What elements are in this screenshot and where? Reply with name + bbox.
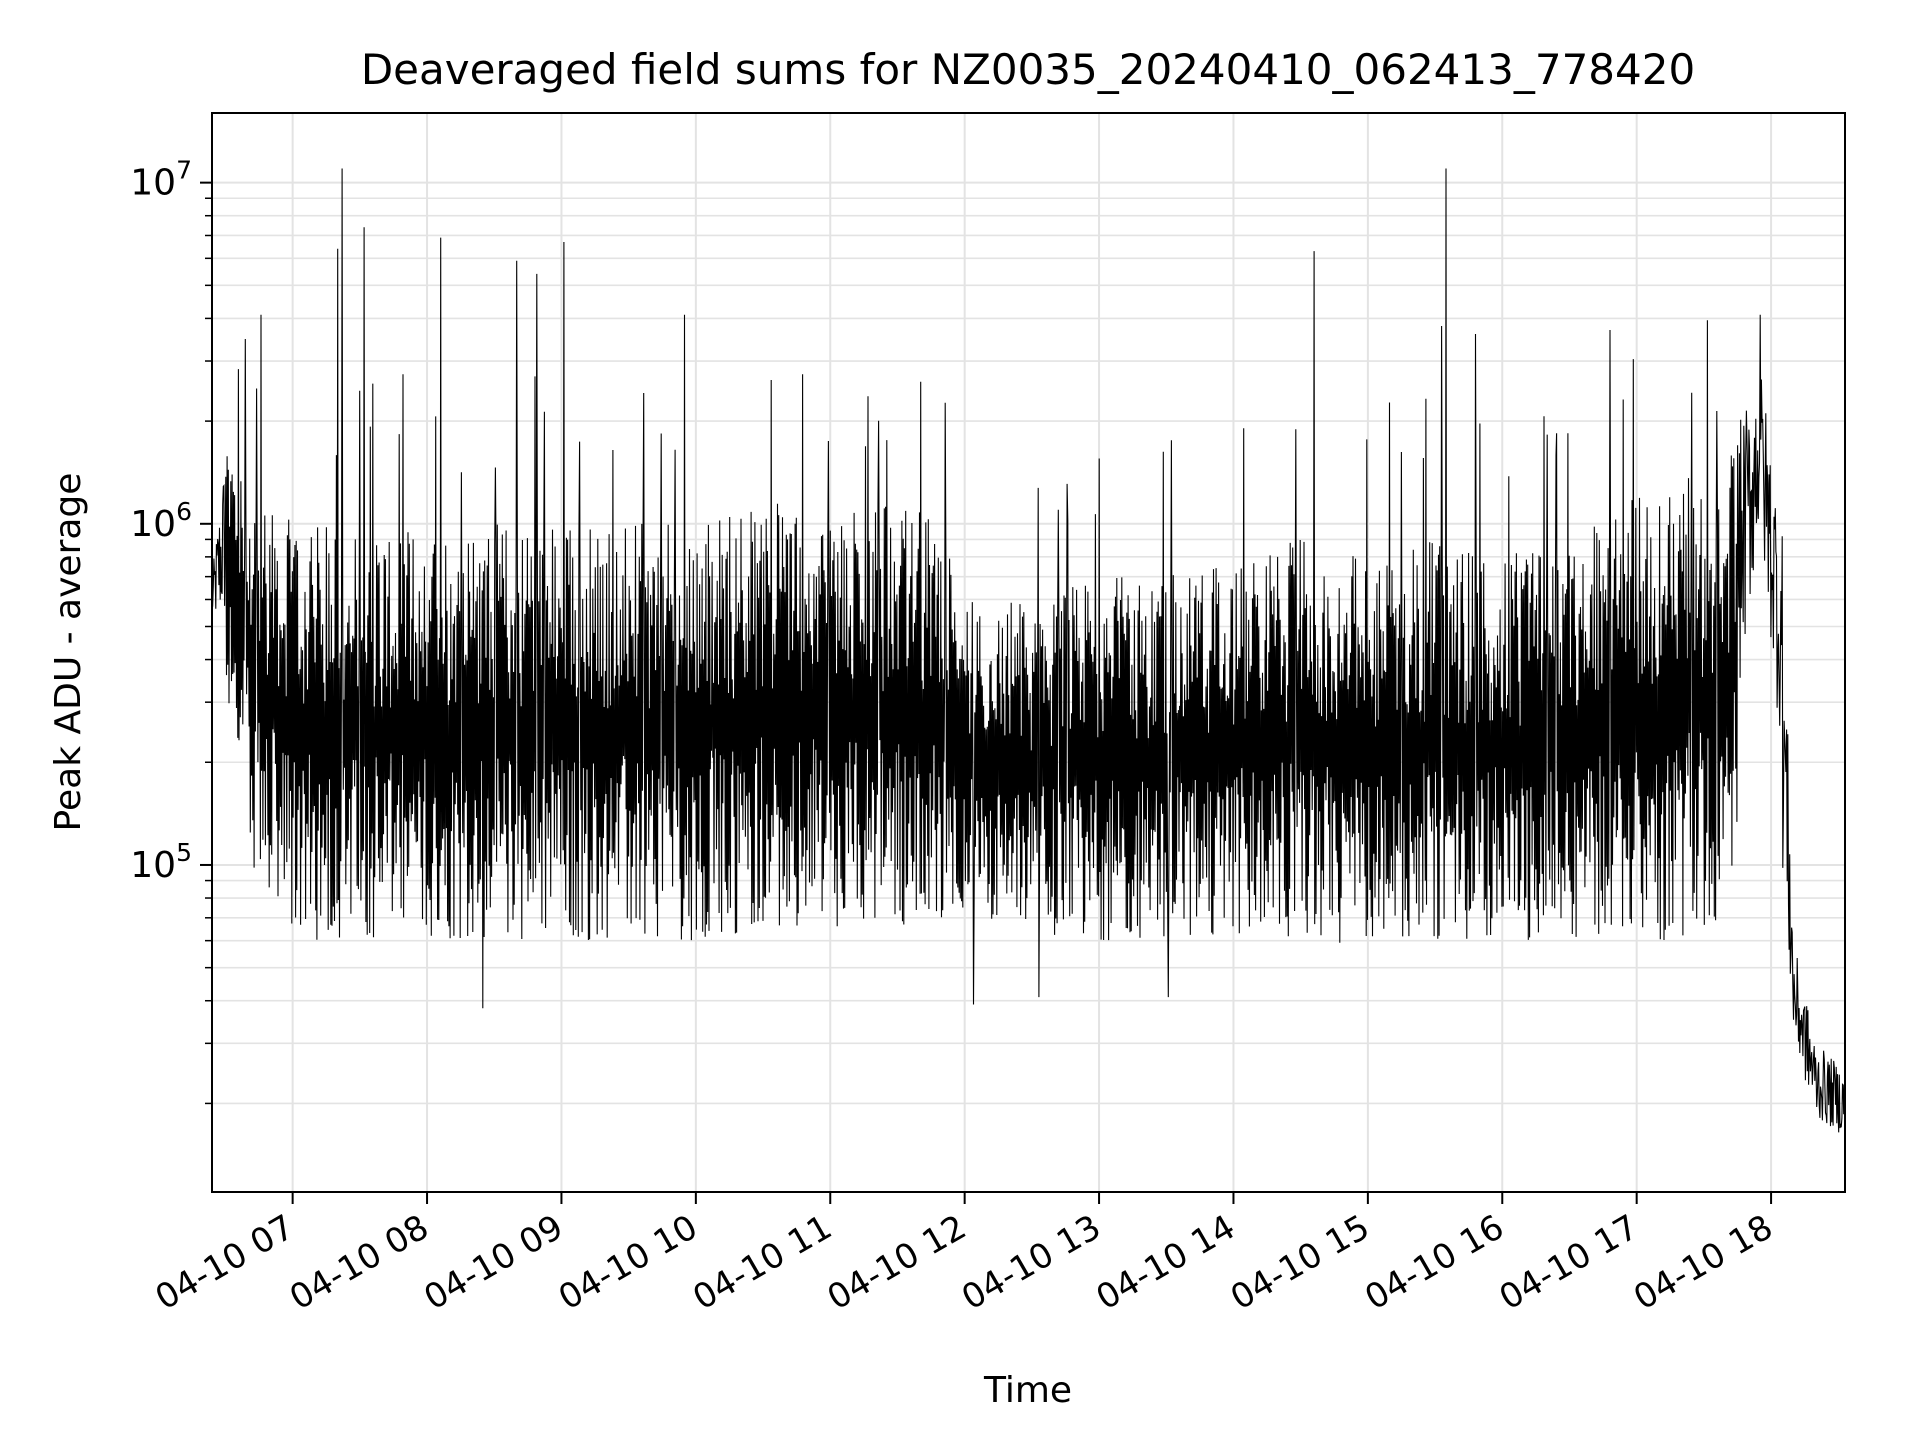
y-axis-label: Peak ADU - average [48, 473, 89, 832]
y-axis: 105 106 107 [130, 156, 212, 1105]
y-tick-label: 107 [130, 156, 192, 204]
chart-title: Deaveraged field sums for NZ0035_2024041… [361, 45, 1695, 94]
data-series [211, 168, 1846, 1133]
plot-frame [211, 112, 1846, 1193]
y-tick-label: 105 [130, 838, 192, 886]
y-tick-label: 106 [130, 497, 192, 545]
x-axis-label: Time [983, 1370, 1072, 1411]
series-line [211, 168, 1846, 1133]
